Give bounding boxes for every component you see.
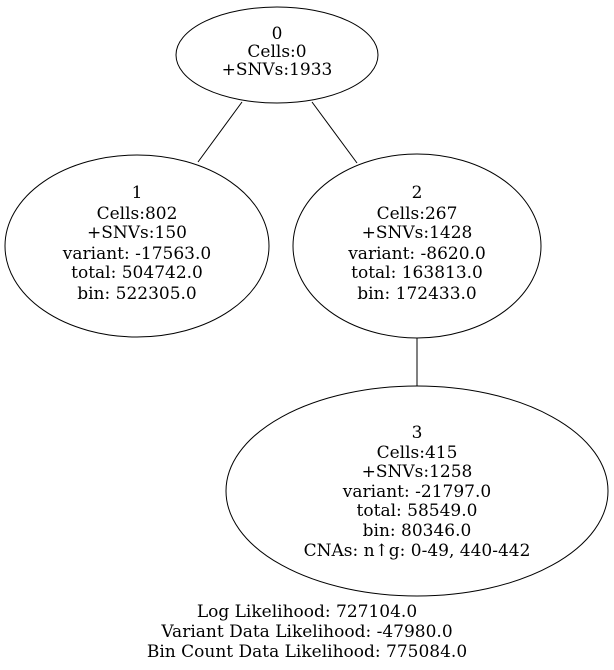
node-3-ellipse (225, 385, 609, 597)
node-2-cells: Cells:267 (377, 204, 458, 224)
node-0-ellipse (175, 6, 379, 104)
node-1-ellipse (4, 154, 270, 338)
edge-0-1 (197, 101, 243, 163)
node-1-cells: Cells:802 (97, 204, 178, 224)
node-2-snvs: +SNVs:1428 (362, 223, 473, 243)
node-3-bin: bin: 80346.0 (363, 521, 472, 541)
node-0-cells: Cells:0 (247, 42, 306, 62)
node-1-variant: variant: -17563.0 (62, 244, 211, 264)
likelihood-footer: Log Likelihood: 727104.0 Variant Data Li… (147, 602, 467, 662)
node-1-snvs: +SNVs:150 (87, 223, 187, 243)
bin-count-data-likelihood: Bin Count Data Likelihood: 775084.0 (147, 642, 467, 662)
node-2-id: 2 (412, 183, 423, 203)
node-3-variant: variant: -21797.0 (342, 482, 491, 502)
edge-0-2 (311, 101, 358, 164)
node-3-id: 3 (412, 423, 423, 443)
node-2-bin: bin: 172433.0 (357, 284, 477, 304)
node-3-snvs: +SNVs:1258 (362, 462, 473, 482)
node-3-total: total: 58549.0 (357, 501, 478, 521)
node-2-total: total: 163813.0 (351, 263, 483, 283)
log-likelihood: Log Likelihood: 727104.0 (197, 602, 417, 622)
node-1-total: total: 504742.0 (71, 263, 203, 283)
node-0: 0 Cells:0 +SNVs:1933 (175, 6, 379, 104)
node-0-snvs: +SNVs:1933 (222, 60, 333, 80)
node-2-variant: variant: -8620.0 (347, 244, 486, 264)
node-3-cells: Cells:415 (377, 443, 458, 463)
variant-data-likelihood: Variant Data Likelihood: -47980.0 (160, 622, 452, 642)
node-2-ellipse (292, 153, 542, 339)
node-3: 3 Cells:415 +SNVs:1258 variant: -21797.0… (225, 385, 609, 597)
node-0-id: 0 (272, 24, 283, 44)
node-1: 1 Cells:802 +SNVs:150 variant: -17563.0 … (4, 154, 270, 338)
node-3-cnas: CNAs: n↑g: 0-49, 440-442 (304, 541, 531, 561)
node-1-bin: bin: 522305.0 (77, 284, 197, 304)
node-2: 2 Cells:267 +SNVs:1428 variant: -8620.0 … (292, 153, 542, 339)
node-1-id: 1 (132, 183, 143, 203)
